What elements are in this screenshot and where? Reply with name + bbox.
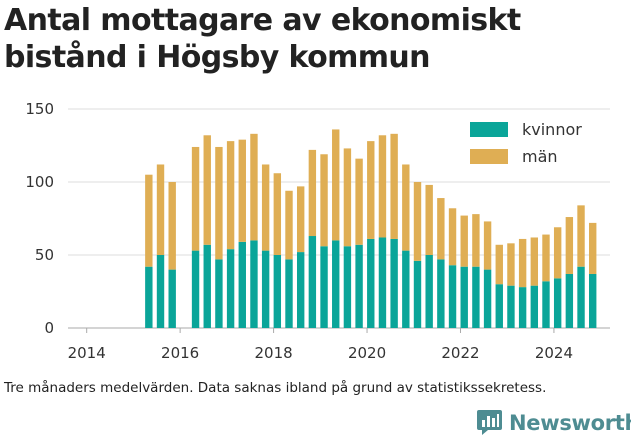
bar-man: [448, 208, 457, 266]
bar-kvinnor: [355, 244, 363, 328]
x-tick-label: 2024: [535, 344, 573, 362]
bar-kvinnor: [296, 252, 305, 328]
bar-kvinnor: [378, 237, 387, 328]
bar-man: [530, 237, 539, 286]
x-tick-label: 2020: [348, 344, 386, 362]
bar-man: [390, 133, 398, 239]
bar-man: [355, 158, 363, 245]
bar-kvinnor: [156, 255, 165, 328]
bar-man: [261, 164, 270, 251]
brand-name: Newsworthy: [509, 410, 631, 435]
bar-kvinnor: [273, 255, 282, 328]
y-tick-label: 150: [25, 100, 54, 118]
bar-kvinnor: [495, 284, 503, 328]
bar-man: [565, 217, 574, 274]
bar-kvinnor: [530, 285, 539, 328]
y-tick-label: 100: [25, 173, 54, 191]
bar-kvinnor: [332, 240, 340, 328]
bar-chart-speech-bubble-icon: [477, 410, 502, 435]
bar-man: [296, 186, 305, 253]
brand-logo: Newsworthy: [476, 408, 631, 437]
bar-kvinnor: [367, 238, 375, 328]
bar-kvinnor: [343, 246, 352, 328]
bar-kvinnor: [250, 240, 258, 328]
bar-kvinnor: [425, 255, 433, 328]
bar-man: [191, 146, 200, 251]
bar-man: [425, 184, 433, 255]
bar-man: [577, 205, 585, 267]
bar-kvinnor: [402, 250, 410, 328]
bar-kvinnor: [203, 244, 211, 328]
bar-man: [250, 133, 258, 241]
bar-kvinnor: [589, 273, 597, 328]
bar-man: [413, 182, 422, 261]
bar-man: [145, 174, 153, 267]
bar-man: [168, 182, 176, 270]
legend-swatch: [470, 122, 508, 137]
bar-kvinnor: [460, 266, 468, 328]
bar-kvinnor: [226, 249, 235, 328]
bar-kvinnor: [390, 238, 398, 328]
bar-man: [156, 164, 165, 255]
bar-kvinnor: [565, 273, 574, 328]
bar-kvinnor: [145, 266, 153, 328]
bar-man: [332, 129, 340, 241]
y-tick-label: 50: [35, 246, 54, 264]
bar-kvinnor: [320, 246, 328, 328]
x-tick-label: 2022: [441, 344, 479, 362]
x-tick-label: 2016: [161, 344, 199, 362]
bar-man: [483, 221, 492, 270]
bar-man: [460, 215, 468, 267]
bar-kvinnor: [191, 250, 200, 328]
bar-kvinnor: [472, 266, 480, 328]
x-tick-label: 2014: [68, 344, 106, 362]
bar-kvinnor: [437, 259, 445, 328]
bar-man: [308, 149, 317, 237]
bar-man: [472, 214, 480, 267]
bar-kvinnor: [553, 278, 562, 328]
bar-kvinnor: [308, 236, 317, 328]
bar-kvinnor: [483, 269, 492, 328]
bar-man: [367, 141, 375, 239]
bar-kvinnor: [285, 259, 293, 328]
bar-man: [518, 238, 527, 288]
bar-kvinnor: [261, 250, 270, 328]
bar-man: [226, 141, 235, 250]
bar-man: [589, 222, 597, 274]
bar-kvinnor: [168, 269, 176, 328]
bar-man: [215, 146, 223, 260]
footnote: Tre månaders medelvärden. Data saknas ib…: [4, 380, 547, 396]
bar-man: [542, 234, 550, 282]
bar-man: [238, 139, 246, 242]
bar-man: [437, 198, 445, 260]
bar-man: [495, 244, 503, 285]
bar-kvinnor: [542, 281, 550, 328]
chart-title: Antal mottagare av ekonomiskt bistånd i …: [4, 3, 521, 75]
legend-swatch: [470, 149, 508, 164]
bar-man: [285, 190, 293, 260]
legend-label: kvinnor: [522, 120, 582, 139]
bar-man: [273, 173, 282, 255]
bar-man: [343, 148, 352, 247]
legend-label: män: [522, 147, 558, 166]
bar-kvinnor: [518, 287, 527, 328]
bar-man: [320, 154, 328, 247]
bar-kvinnor: [238, 241, 246, 328]
bar-kvinnor: [577, 266, 585, 328]
bar-man: [203, 135, 211, 245]
bar-man: [553, 227, 562, 279]
bar-man: [378, 135, 387, 238]
bar-kvinnor: [507, 285, 515, 328]
bar-man: [507, 243, 515, 286]
bar-kvinnor: [413, 260, 422, 328]
y-tick-label: 0: [44, 319, 54, 337]
bar-man: [402, 164, 410, 251]
bar-kvinnor: [215, 259, 223, 328]
bar-kvinnor: [448, 265, 457, 328]
x-tick-label: 2018: [254, 344, 292, 362]
